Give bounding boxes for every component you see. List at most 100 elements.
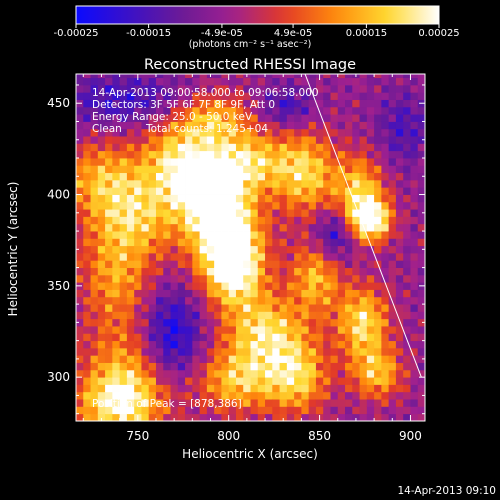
heatmap-cell — [345, 158, 353, 166]
heatmap-cell — [192, 296, 200, 305]
heatmap-cell — [374, 362, 382, 371]
heatmap-cell — [112, 114, 121, 122]
heatmap-cell — [272, 209, 280, 217]
annotation-method: Clean — [92, 123, 122, 135]
heatmap-cell — [199, 406, 208, 415]
heatmap-cell — [235, 347, 244, 356]
heatmap-cell — [163, 340, 171, 349]
heatmap-cell — [417, 114, 425, 122]
heatmap-cell — [155, 377, 164, 385]
heatmap-cell — [257, 231, 266, 239]
heatmap-cell — [345, 172, 353, 181]
heatmap-cell — [381, 165, 390, 174]
heatmap-cell — [395, 143, 404, 152]
heatmap-cell — [112, 318, 121, 327]
heatmap-cell — [315, 223, 324, 232]
heatmap-cell — [410, 231, 419, 239]
heatmap-cell — [395, 223, 404, 232]
heatmap-cell — [134, 77, 142, 86]
heatmap-cell — [228, 158, 237, 166]
heatmap-cell — [294, 340, 302, 349]
heatmap-cell — [148, 172, 157, 181]
heatmap-cell — [374, 136, 382, 144]
heatmap-cell — [76, 150, 84, 159]
heatmap-cell — [206, 223, 215, 232]
heatmap-cell — [221, 289, 230, 298]
heatmap-cell — [272, 399, 280, 407]
heatmap-cell — [134, 194, 142, 203]
heatmap-cell — [90, 347, 99, 356]
heatmap-cell — [294, 282, 302, 290]
heatmap-cell — [374, 238, 382, 247]
heatmap-cell — [177, 92, 186, 100]
heatmap-cell — [228, 128, 237, 137]
heatmap-cell — [337, 267, 346, 276]
heatmap-cell — [163, 274, 171, 283]
heatmap-cell — [206, 150, 215, 159]
heatmap-cell — [374, 399, 382, 407]
heatmap-cell — [192, 165, 200, 174]
heatmap-cell — [155, 333, 164, 342]
heatmap-cell — [272, 296, 280, 305]
heatmap-cell — [366, 318, 375, 327]
heatmap-cell — [214, 406, 222, 415]
heatmap-cell — [345, 289, 353, 298]
heatmap-cell — [272, 84, 280, 93]
heatmap-cell — [395, 150, 404, 159]
heatmap-cell — [177, 333, 186, 342]
heatmap-cell — [410, 143, 419, 152]
heatmap-cell — [352, 106, 360, 115]
heatmap-cell — [294, 311, 302, 320]
heatmap-cell — [97, 377, 106, 385]
heatmap-cell — [250, 377, 259, 385]
heatmap-cell — [214, 289, 222, 298]
heatmap-cell — [250, 143, 259, 152]
heatmap-cell — [250, 238, 259, 247]
heatmap-cell — [352, 296, 360, 305]
heatmap-cell — [315, 406, 324, 415]
heatmap-cell — [97, 326, 106, 334]
heatmap-cell — [272, 172, 280, 181]
heatmap-cell — [388, 355, 397, 363]
heatmap-cell — [141, 399, 150, 407]
heatmap-cell — [170, 77, 179, 86]
heatmap-cell — [76, 216, 84, 225]
heatmap-cell — [417, 179, 425, 188]
heatmap-cell — [388, 384, 397, 393]
heatmap-cell — [163, 333, 171, 342]
heatmap-cell — [345, 121, 353, 130]
heatmap-cell — [308, 406, 317, 415]
heatmap-cell — [403, 84, 411, 93]
heatmap-cell — [148, 333, 157, 342]
heatmap-cell — [308, 252, 317, 261]
heatmap-cell — [286, 238, 295, 247]
heatmap-cell — [192, 114, 200, 122]
heatmap-cell — [221, 311, 230, 320]
heatmap-cell — [279, 399, 288, 407]
heatmap-cell — [403, 238, 411, 247]
heatmap-cell — [286, 311, 295, 320]
heatmap-cell — [315, 362, 324, 371]
heatmap-cell — [359, 128, 368, 137]
heatmap-cell — [395, 74, 404, 79]
heatmap-cell — [243, 252, 251, 261]
heatmap-cell — [374, 274, 382, 283]
heatmap-cell — [141, 369, 150, 378]
heatmap-cell — [330, 165, 339, 174]
heatmap-cell — [126, 340, 135, 349]
heatmap-cell — [308, 231, 317, 239]
heatmap-cell — [279, 347, 288, 356]
heatmap-cell — [388, 391, 397, 400]
heatmap-cell — [403, 179, 411, 188]
heatmap-cell — [119, 326, 128, 334]
heatmap-cell — [265, 267, 273, 276]
heatmap-cell — [148, 289, 157, 298]
heatmap-cell — [214, 391, 222, 400]
heatmap-cell — [308, 216, 317, 225]
heatmap-cell — [403, 282, 411, 290]
heatmap-cell — [97, 223, 106, 232]
heatmap-cell — [417, 136, 425, 144]
heatmap-cell — [126, 304, 135, 312]
heatmap-cell — [250, 311, 259, 320]
heatmap-cell — [352, 194, 360, 203]
